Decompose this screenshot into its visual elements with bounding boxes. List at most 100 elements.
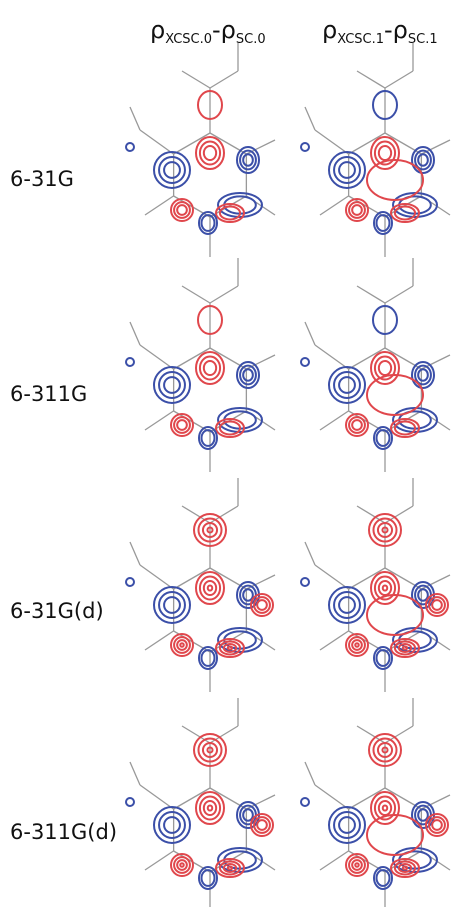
contour bbox=[377, 359, 393, 377]
contour bbox=[348, 636, 366, 654]
subscript: XCSC.0 bbox=[165, 32, 212, 47]
contour bbox=[215, 858, 245, 878]
contour bbox=[376, 741, 394, 759]
contour bbox=[218, 860, 242, 876]
contour bbox=[328, 366, 366, 404]
contour bbox=[197, 305, 223, 335]
contour bbox=[163, 596, 181, 614]
contour bbox=[170, 853, 194, 877]
contour bbox=[431, 599, 443, 611]
contour bbox=[372, 90, 398, 120]
contour bbox=[351, 204, 363, 216]
contour bbox=[354, 862, 360, 868]
contour bbox=[215, 418, 245, 438]
contour bbox=[158, 811, 186, 839]
contour bbox=[250, 813, 274, 837]
contour bbox=[193, 733, 227, 767]
contour bbox=[176, 204, 188, 216]
rho: ρ bbox=[150, 16, 165, 44]
contour bbox=[197, 517, 223, 543]
contour bbox=[366, 594, 424, 636]
contour bbox=[242, 368, 254, 382]
column-header: ρXCSC.0-ρSC.0 bbox=[150, 16, 266, 47]
contour bbox=[381, 526, 389, 534]
contour bbox=[173, 201, 191, 219]
contour bbox=[390, 203, 420, 223]
contour bbox=[393, 640, 417, 656]
contour bbox=[198, 575, 222, 601]
contour bbox=[195, 136, 225, 170]
contour bbox=[417, 368, 429, 382]
contour bbox=[333, 371, 361, 399]
bond bbox=[181, 285, 211, 304]
bond bbox=[319, 630, 349, 651]
contour bbox=[202, 144, 218, 162]
contour bbox=[198, 866, 218, 890]
contour bbox=[345, 633, 369, 657]
bond bbox=[348, 347, 386, 370]
contour bbox=[338, 161, 356, 179]
contour bbox=[176, 419, 188, 431]
contour bbox=[195, 791, 225, 825]
contour bbox=[390, 418, 420, 438]
contour bbox=[333, 591, 361, 619]
contour bbox=[428, 596, 446, 614]
contour bbox=[170, 413, 194, 437]
contour bbox=[333, 811, 361, 839]
contour bbox=[366, 159, 424, 201]
contour bbox=[373, 795, 397, 821]
contour bbox=[373, 211, 393, 235]
contour bbox=[176, 859, 188, 871]
contour bbox=[373, 575, 397, 601]
bond bbox=[173, 347, 211, 370]
bond bbox=[139, 784, 174, 810]
contour bbox=[414, 364, 432, 386]
contour bbox=[377, 799, 393, 817]
contour bbox=[373, 866, 393, 890]
contour bbox=[425, 813, 449, 837]
contour bbox=[195, 351, 225, 385]
bond bbox=[348, 567, 386, 590]
bond bbox=[129, 106, 141, 131]
contour bbox=[368, 513, 402, 547]
bond bbox=[384, 70, 414, 89]
contour bbox=[217, 847, 263, 873]
contour bbox=[348, 201, 366, 219]
contour bbox=[206, 804, 214, 812]
contour bbox=[217, 407, 263, 433]
contour bbox=[250, 593, 274, 617]
bond bbox=[144, 850, 174, 871]
contour bbox=[414, 149, 432, 171]
contour bbox=[348, 416, 366, 434]
contour bbox=[351, 639, 363, 651]
contour bbox=[431, 819, 443, 831]
bond bbox=[314, 344, 349, 370]
contour bbox=[411, 146, 435, 174]
subscript: SC.1 bbox=[408, 32, 438, 47]
contour bbox=[372, 517, 398, 543]
rho: -ρ bbox=[384, 16, 408, 44]
column-header: ρXCSC.1-ρSC.1 bbox=[322, 16, 438, 47]
bond bbox=[144, 195, 174, 216]
contour bbox=[370, 791, 400, 825]
contour bbox=[218, 205, 242, 221]
contour bbox=[373, 646, 393, 670]
atom-marker bbox=[125, 357, 135, 367]
contour bbox=[375, 869, 391, 887]
contour bbox=[200, 869, 216, 887]
contour bbox=[425, 593, 449, 617]
contour bbox=[236, 146, 260, 174]
bond bbox=[139, 564, 174, 590]
contour bbox=[253, 816, 271, 834]
atom-marker bbox=[300, 357, 310, 367]
contour bbox=[217, 627, 263, 653]
bond bbox=[129, 541, 141, 566]
contour bbox=[215, 203, 245, 223]
contour bbox=[368, 733, 402, 767]
bond bbox=[356, 70, 386, 89]
contour bbox=[242, 808, 254, 822]
contour bbox=[218, 420, 242, 436]
contour bbox=[198, 140, 222, 166]
contour bbox=[226, 645, 234, 651]
